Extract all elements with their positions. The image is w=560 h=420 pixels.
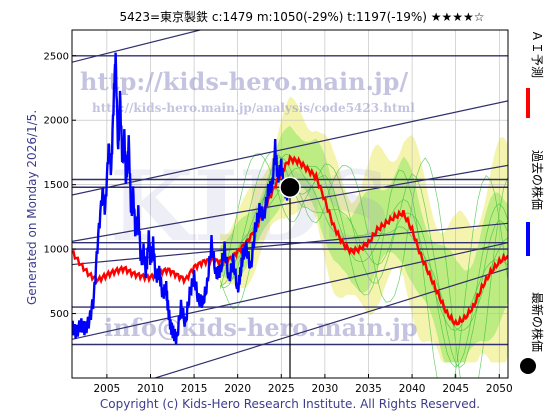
x-tick-label: 2030 [312, 383, 339, 395]
x-tick-label: 2020 [224, 383, 251, 395]
y-tick-label: 1500 [44, 180, 69, 191]
legend-current-swatch [520, 358, 536, 374]
generated-note: Generated on Monday 2026/1/5. [25, 110, 39, 305]
x-tick-label: 2035 [355, 383, 382, 395]
legend-current-label: 最新の株価 [530, 292, 545, 352]
current-point [279, 176, 301, 199]
x-axis-ticks: 2005 2010 2015 2020 2025 2030 2035 2040 2045 2050 [94, 374, 513, 395]
y-tick-label: 1000 [44, 245, 69, 256]
legend: ＡＩ予測 過去の株価 最新の株価 [520, 30, 545, 374]
trend-line [72, 100, 508, 196]
y-axis-ticks: 500 1000 1500 2000 2500 [44, 51, 76, 320]
y-tick-label: 500 [50, 309, 69, 320]
band-sim-line [219, 156, 508, 378]
copyright: Copyright (c) Kids-Hero Research Institu… [100, 397, 480, 411]
x-tick-label: 2050 [486, 383, 513, 395]
series-lines [72, 52, 508, 345]
series-forecast-line [72, 153, 508, 327]
x-tick-label: 2025 [268, 383, 295, 395]
legend-past-label: 過去の株価 [530, 150, 545, 210]
x-tick-label: 2010 [137, 383, 164, 395]
plot-frame [71, 29, 509, 379]
x-tick-label: 2005 [94, 383, 121, 395]
watermark-url: http://kids-hero.main.jp/ [80, 67, 408, 96]
chart-title: 5423=東京製鉄 c:1479 m:1050(-29%) t:1197(-19… [119, 9, 484, 24]
y-tick-label: 2500 [44, 51, 69, 62]
legend-forecast-label: ＡＩ予測 [530, 30, 544, 78]
x-tick-label: 2040 [399, 383, 426, 395]
band-sim-line [219, 153, 508, 378]
y-tick-label: 2000 [44, 116, 69, 127]
x-tick-label: 2045 [442, 383, 469, 395]
watermark-analysis-url: http://kids-hero.main.jp/analysis/code54… [92, 101, 415, 115]
current-price-marker [279, 176, 301, 378]
x-tick-label: 2015 [181, 383, 208, 395]
series-past-line [72, 52, 291, 345]
watermark-email: info@kids-hero.main.jp [104, 313, 418, 342]
trend-line [72, 30, 203, 63]
